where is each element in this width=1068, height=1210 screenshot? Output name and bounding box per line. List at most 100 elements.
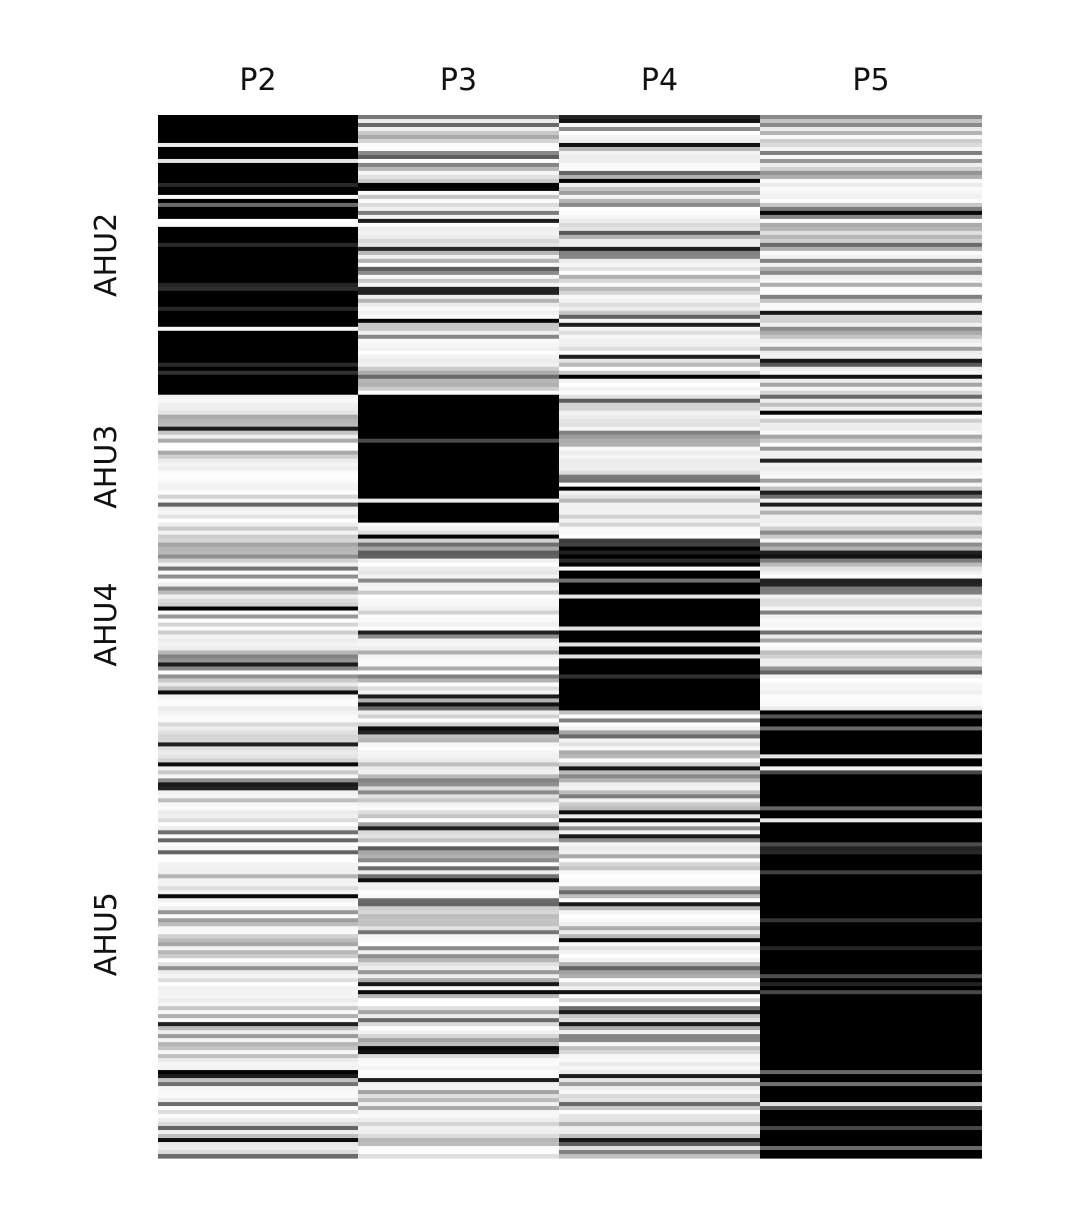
heatmap-cell [559, 802, 760, 807]
heatmap-cell [358, 190, 559, 196]
heatmap-cell [760, 454, 982, 460]
heatmap-cell [559, 902, 760, 907]
heatmap-cell [158, 1090, 358, 1095]
heatmap-cell [559, 350, 760, 356]
heatmap-cell [158, 594, 358, 600]
heatmap-cell [158, 366, 358, 372]
heatmap-cell [559, 726, 760, 732]
heatmap-cell [559, 670, 760, 676]
heatmap-cell [760, 486, 982, 492]
heatmap-cell [559, 938, 760, 943]
heatmap-cell [559, 1090, 760, 1095]
heatmap-cell [559, 354, 760, 360]
heatmap-cell [760, 746, 982, 751]
heatmap-cell [158, 782, 358, 787]
heatmap-cell [760, 834, 982, 839]
heatmap-cell [559, 794, 760, 799]
heatmap-cell [559, 806, 760, 811]
heatmap-cell [158, 358, 358, 364]
heatmap-cell [158, 906, 358, 911]
heatmap-cell [158, 462, 358, 468]
heatmap-cell [158, 154, 358, 160]
heatmap-cell [760, 530, 982, 536]
heatmap-cell [358, 1010, 559, 1015]
heatmap-cell [559, 198, 760, 204]
heatmap-cell [559, 1134, 760, 1139]
heatmap-cell [559, 522, 760, 528]
heatmap-cell [358, 226, 559, 232]
heatmap-cell [559, 1130, 760, 1135]
heatmap-cell [158, 386, 358, 392]
heatmap-cell [760, 1014, 982, 1019]
heatmap-cell [358, 294, 559, 300]
heatmap-cell [358, 130, 559, 136]
heatmap-cell [358, 390, 559, 396]
heatmap-cell [358, 246, 559, 252]
heatmap-cell [358, 186, 559, 192]
heatmap-cell [358, 658, 559, 664]
heatmap-cell [760, 406, 982, 412]
heatmap-cell [358, 218, 559, 224]
heatmap-cell [760, 1022, 982, 1027]
heatmap-cell [158, 590, 358, 596]
heatmap-cell [760, 482, 982, 488]
heatmap-cell [158, 734, 358, 740]
heatmap-cell [760, 1034, 982, 1039]
heatmap-cell [358, 994, 559, 999]
heatmap-cell [358, 714, 559, 720]
heatmap-cell [559, 174, 760, 180]
heatmap-cell [358, 950, 559, 955]
heatmap-cell [559, 1062, 760, 1067]
heatmap-cell [760, 438, 982, 444]
heatmap-cell [158, 122, 358, 128]
heatmap-cell [358, 1070, 559, 1075]
heatmap-cell [158, 918, 358, 923]
heatmap-cell [760, 1018, 982, 1023]
heatmap-cell [358, 890, 559, 895]
heatmap-cell [358, 342, 559, 348]
heatmap-cell [158, 1006, 358, 1011]
heatmap-cell [358, 278, 559, 284]
heatmap-cell [158, 282, 358, 288]
heatmap-cell [559, 810, 760, 815]
heatmap-cell [760, 414, 982, 420]
heatmap-cell [559, 470, 760, 476]
heatmap-cell [358, 754, 559, 759]
heatmap-cell [760, 218, 982, 224]
heatmap-cell [760, 130, 982, 136]
heatmap-cell [158, 974, 358, 979]
heatmap-cell [760, 818, 982, 823]
heatmap-cell [760, 706, 982, 712]
heatmap-cell [158, 434, 358, 440]
heatmap-cell [559, 462, 760, 468]
heatmap-cell [559, 1146, 760, 1151]
heatmap-cell [559, 842, 760, 847]
heatmap-cell [760, 838, 982, 843]
heatmap-cell [358, 302, 559, 308]
heatmap-cell [760, 618, 982, 624]
heatmap-cell [760, 1026, 982, 1031]
heatmap-cell [559, 1034, 760, 1039]
heatmap-cell [158, 178, 358, 184]
heatmap-cell [358, 550, 559, 556]
heatmap-cell [559, 850, 760, 855]
heatmap-cell [358, 910, 559, 915]
heatmap-cell [158, 778, 358, 783]
heatmap-cell [760, 914, 982, 919]
heatmap-cell [358, 162, 559, 168]
heatmap-cell [358, 1058, 559, 1063]
heatmap-cell [358, 962, 559, 967]
heatmap-cell [760, 770, 982, 775]
heatmap-cell [358, 478, 559, 484]
heatmap-cell [358, 838, 559, 843]
heatmap-cell [358, 410, 559, 416]
heatmap-cell [559, 590, 760, 596]
heatmap-cell [158, 158, 358, 164]
heatmap-cell [158, 1030, 358, 1035]
heatmap-cell [559, 178, 760, 184]
heatmap-cell [760, 698, 982, 704]
heatmap-cell [760, 666, 982, 672]
heatmap-cell [559, 119, 760, 124]
heatmap-cell [358, 1034, 559, 1039]
heatmap-cell [760, 926, 982, 931]
